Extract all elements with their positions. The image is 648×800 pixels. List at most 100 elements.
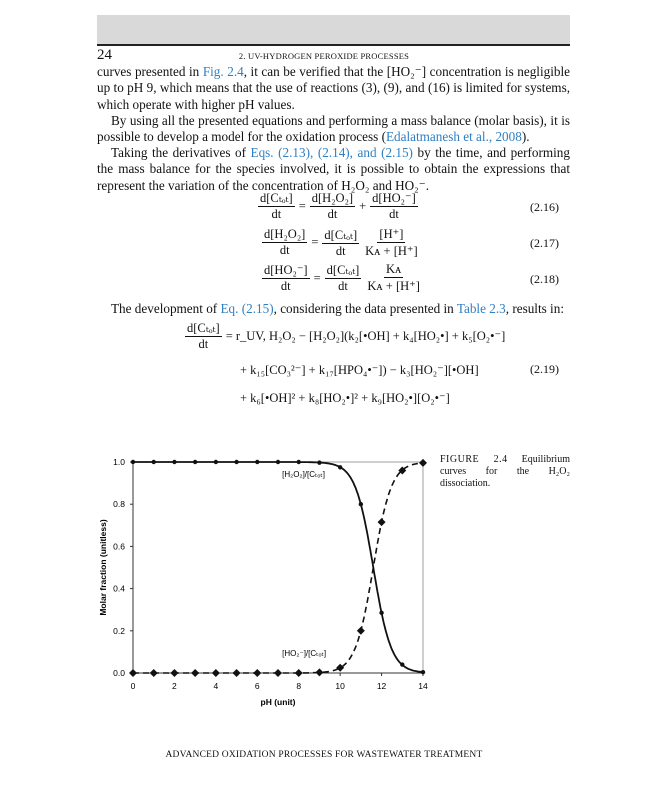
x-tick-label: 14 — [418, 681, 428, 691]
y-tick-label: 0.8 — [113, 499, 125, 509]
data-point — [213, 459, 219, 465]
plot-frame — [132, 461, 424, 674]
page-number: 24 — [97, 47, 112, 63]
eq-operator: + — [359, 198, 367, 213]
eq-numerator: d[Cₜₒₜ] — [324, 263, 362, 279]
eq-denominator: dt — [389, 207, 399, 221]
body-text: , it can be verified that the [HO₂⁻] con… — [97, 64, 570, 112]
eq-denominator: dt — [271, 207, 282, 221]
data-point — [191, 669, 200, 677]
data-point — [377, 518, 386, 527]
data-point — [192, 459, 198, 465]
data-point — [149, 669, 158, 677]
running-head: 2. UV-HYDROGEN PEROXIDE PROCESSES — [238, 51, 410, 61]
y-tick-label: 0.2 — [113, 626, 125, 636]
equation-number: (2.17) — [530, 236, 559, 250]
data-point — [275, 459, 281, 465]
header-band — [97, 15, 570, 44]
eq-line-2: + k₁₅[CO₃²⁻] + k₁₇[HPO₄•⁻]) − k₃[HO₂⁻][•… — [240, 363, 479, 377]
body-text: , considering the data presented in — [273, 301, 457, 316]
cross-reference-link[interactable]: Eqs. (2.13), (2.14), and (2.15) — [250, 145, 413, 160]
body-text: , results in: — [505, 301, 564, 316]
equation-2-17: d[H₂O₂] dt = d[Cₜₒₜ] dt [H⁺] Kᴀ + [H⁺] — [262, 226, 420, 259]
figure-caption: FIGURE 2.4 Equilibrium curves for the H₂… — [440, 454, 570, 490]
body-text: The development of — [111, 301, 221, 316]
data-point — [337, 465, 343, 470]
data-point — [130, 459, 136, 465]
caption-text: Equilibrium curves for the H₂O₂ dissocia… — [440, 454, 570, 489]
equation-number: (2.18) — [530, 272, 559, 286]
data-point — [398, 466, 407, 475]
paragraph-1: curves presented in Fig. 2.4, it can be … — [97, 64, 570, 113]
data-point — [211, 669, 220, 677]
data-point — [253, 669, 262, 677]
equation-2-18: d[HO₂⁻] dt = d[Cₜₒₜ] dt Kᴀ Kᴀ + [H⁺] — [262, 262, 422, 294]
data-point — [296, 459, 301, 465]
series-line-h2o2 — [133, 461, 424, 674]
eq-numerator: [H⁺] — [377, 227, 406, 243]
eq-numerator: d[HO₂⁻] — [262, 263, 310, 279]
x-tick-label: 2 — [172, 681, 177, 691]
data-point — [336, 663, 345, 672]
series-label-h2o2: [H₂O₂]/[Cₜₒₜ] — [282, 470, 325, 479]
eq-denominator: dt — [338, 279, 348, 293]
data-point — [419, 458, 427, 467]
header-rule — [97, 44, 570, 46]
body-text: curves presented in — [97, 64, 203, 79]
cross-reference-link[interactable]: Fig. 2.4 — [202, 64, 244, 79]
equation-2-16: d[Cₜₒₜ] dt = d[H₂O₂] dt + d[HO₂⁻] dt — [258, 190, 418, 222]
data-point — [400, 662, 405, 667]
data-point — [234, 459, 239, 465]
cross-reference-link[interactable]: Eq. (2.15) — [220, 301, 274, 316]
data-point — [255, 459, 260, 465]
x-axis-label: pH (unit) — [261, 697, 296, 707]
data-point — [356, 626, 365, 635]
eq-denominator: dt — [280, 279, 291, 293]
eq-operator: = — [298, 198, 306, 213]
caption-label: FIGURE 2.4 — [440, 454, 508, 465]
equation-number: (2.16) — [530, 200, 559, 214]
x-tick-label: 4 — [213, 681, 218, 691]
eq-denominator: Kᴀ + [H⁺] — [367, 279, 420, 293]
eq-operator: = — [313, 270, 321, 285]
x-tick-label: 8 — [296, 681, 301, 691]
paragraph-4: The development of Eq. (2.15), consideri… — [97, 301, 570, 317]
y-tick-label: 0.0 — [113, 668, 125, 678]
eq-denominator: dt — [335, 243, 346, 258]
x-tick-label: 10 — [335, 681, 345, 691]
eq-denominator: dt — [279, 243, 290, 257]
data-point — [151, 459, 156, 465]
eq-line-3: + k₆[•OH]² + k₈[HO₂•]² + k₉[HO₂•][O₂•⁻] — [240, 391, 450, 405]
data-point — [129, 669, 137, 677]
data-point — [274, 669, 282, 677]
body-text: by the time, and performing the mass bal… — [97, 145, 570, 193]
body-text: ). — [521, 129, 530, 145]
data-point — [232, 669, 241, 677]
y-tick-label: 0.6 — [113, 541, 125, 551]
eq-numerator: d[Cₜₒₜ] — [185, 321, 222, 337]
data-point — [172, 459, 177, 465]
series-label-ho2: [HO₂⁻]/[Cₜₒₜ] — [282, 649, 326, 658]
eq-denominator: dt — [198, 337, 209, 351]
eq-numerator: d[Cₜₒₜ] — [322, 227, 360, 244]
paragraph-3: Taking the derivatives of Eqs. (2.13), (… — [97, 145, 570, 194]
eq-numerator: d[H₂O₂] — [309, 190, 356, 207]
eq-numerator: d[Cₜₒₜ] — [258, 191, 295, 207]
body-text: By using all the presented equations and… — [97, 113, 570, 145]
data-point — [170, 669, 179, 677]
x-tick-label: 12 — [377, 681, 387, 691]
equation-2-19: d[Cₜₒₜ] dt = r_UV, H₂O₂ − [H₂O₂](k₂[•OH] … — [185, 320, 505, 352]
body-text: Taking the derivatives of — [111, 145, 251, 160]
cross-reference-link[interactable]: Edalatmanesh et al., 2008 — [385, 129, 522, 145]
cross-reference-link[interactable]: Table 2.3 — [456, 301, 506, 316]
y-tick-label: 0.4 — [113, 584, 125, 594]
data-point — [358, 502, 364, 507]
data-point — [315, 668, 324, 677]
x-tick-label: 6 — [255, 681, 260, 691]
eq-operator: = — [311, 235, 319, 249]
data-point — [317, 460, 322, 465]
eq-line-1: = r_UV, H₂O₂ − [H₂O₂](k₂[•OH] + k₄[HO₂•]… — [225, 329, 506, 343]
eq-numerator: Kᴀ — [383, 262, 404, 278]
